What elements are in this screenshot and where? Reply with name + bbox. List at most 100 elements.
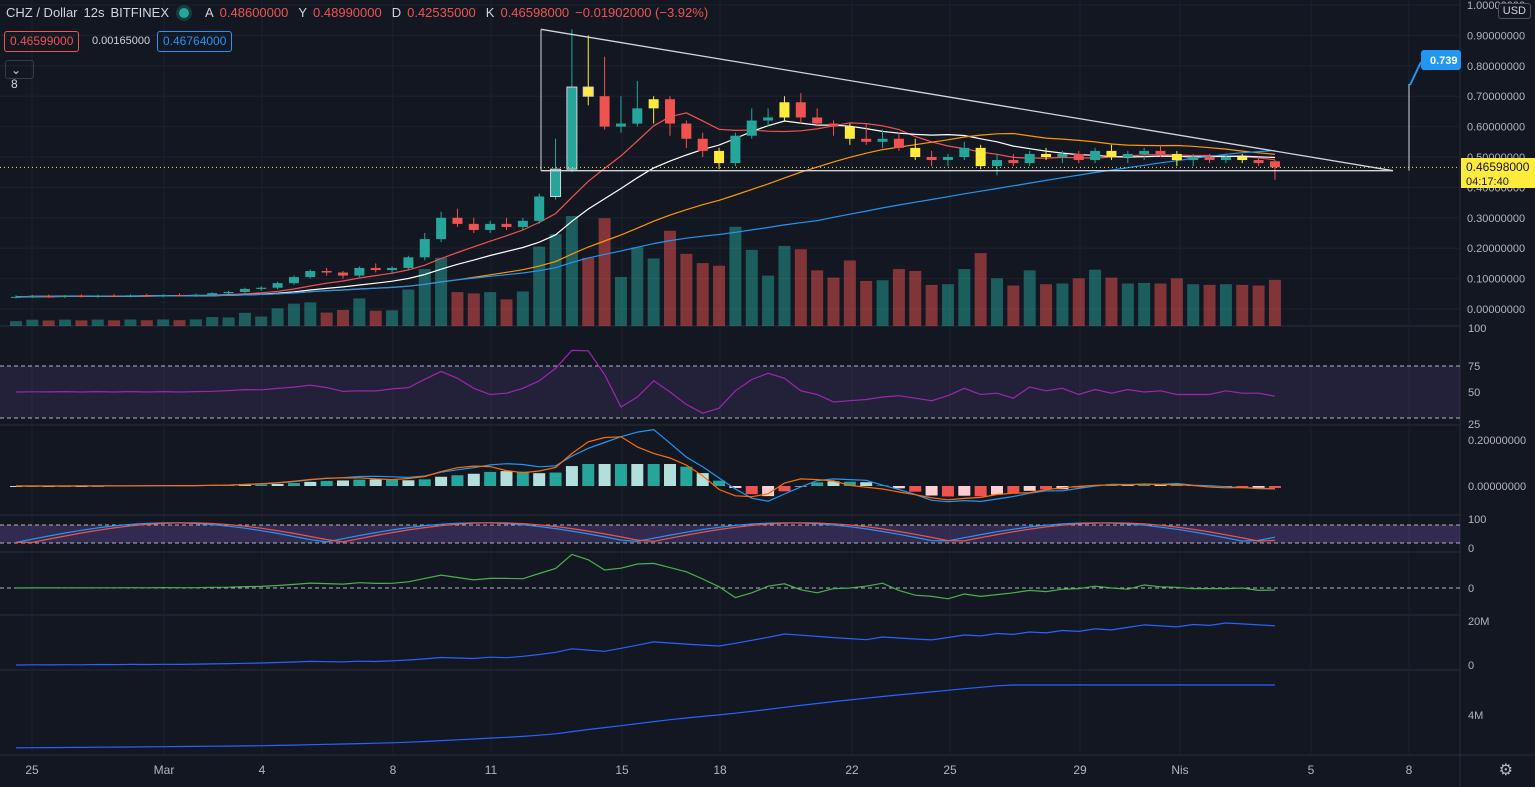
currency-button[interactable]: USD — [1497, 3, 1531, 19]
macd-histogram-bar — [598, 464, 611, 486]
open-value: 0.48600000 — [219, 5, 289, 20]
macd-histogram-bar — [1007, 486, 1020, 494]
macd-histogram-bar — [1252, 486, 1265, 488]
rsi-tick-label: 25 — [1468, 419, 1480, 431]
candle-body — [632, 108, 643, 124]
market-status-icon — [179, 7, 189, 18]
volume-bar — [369, 310, 382, 326]
price-tick-label: 0.00000000 — [1467, 304, 1525, 316]
candle-body — [779, 102, 790, 118]
buy-button[interactable]: 0.46764000 — [157, 31, 233, 52]
symbol-name[interactable]: CHZ / Dollar — [6, 5, 78, 20]
time-tick-label: 11 — [485, 763, 498, 777]
macd-histogram-bar — [533, 473, 546, 486]
time-tick-label: Mar — [154, 763, 175, 777]
candle-body — [354, 267, 365, 276]
macd-histogram-bar — [680, 466, 693, 486]
candle-body — [550, 168, 562, 198]
sell-button[interactable]: 0.46599000 — [4, 31, 80, 52]
change-value: −0.01902000 (−3.92%) — [575, 5, 709, 20]
candle-body — [468, 223, 479, 230]
macd-histogram-bar — [402, 480, 415, 486]
candle-body — [256, 287, 267, 289]
macd-histogram-bar — [745, 486, 758, 495]
price-tick-label: 0.30000000 — [1467, 213, 1525, 225]
macd-histogram-bar — [647, 464, 660, 486]
candle-body — [370, 267, 381, 271]
macd-histogram-bar — [418, 479, 431, 486]
high-value: 0.48990000 — [313, 5, 382, 20]
candle-body — [1171, 153, 1182, 161]
price-tick-label: 0.10000000 — [1467, 274, 1525, 286]
alert-pointer — [1409, 61, 1422, 86]
ma-line-white — [15, 120, 1276, 298]
stoch-band — [0, 525, 1460, 543]
rsi-band — [0, 366, 1460, 418]
volume-bar — [238, 312, 251, 326]
candle-body — [223, 291, 234, 294]
macd-histogram-bar — [549, 472, 562, 486]
macd-histogram-bar — [337, 480, 349, 486]
candle-body — [1220, 157, 1231, 161]
time-tick-label: 25 — [943, 763, 957, 777]
macd-histogram-bar — [353, 479, 366, 486]
candle-body — [403, 257, 414, 268]
volume-bar — [451, 292, 464, 326]
candle-body — [714, 150, 725, 164]
time-tick-label: 29 — [1073, 763, 1087, 777]
macd-histogram-bar — [467, 473, 480, 486]
volume-bar — [418, 269, 431, 326]
macd-histogram-bar — [925, 486, 938, 496]
macd-histogram-bar — [892, 486, 905, 489]
volume-bar — [827, 277, 840, 326]
macd-histogram-bar — [1268, 486, 1281, 488]
trendline-upper — [540, 28, 1394, 172]
spread-value: 0.00165000 — [92, 35, 151, 47]
volume-bar — [1203, 284, 1216, 326]
volume-tick-label: 4M — [1468, 710, 1483, 722]
volume-bar — [255, 316, 268, 326]
gear-icon[interactable]: ⚙ — [1498, 762, 1513, 779]
volume-bar — [565, 216, 578, 326]
volume-bar — [974, 253, 987, 326]
time-tick-label: 8 — [1406, 763, 1413, 777]
macd-histogram-bar — [827, 481, 840, 486]
obv-tick-label: 0 — [1468, 660, 1474, 672]
candle-body — [1106, 150, 1117, 157]
candle-body — [926, 157, 937, 161]
volume-cumulative-line — [15, 684, 1275, 749]
candle-body — [76, 295, 87, 297]
open-label: A — [205, 5, 214, 20]
volume-bar — [958, 269, 971, 326]
candle-body — [27, 296, 38, 298]
candle-body — [566, 86, 578, 170]
candle-body — [1269, 161, 1280, 168]
volume-bar — [386, 310, 399, 326]
last-price-tag — [1461, 158, 1535, 188]
volume-bar — [59, 319, 72, 326]
macd-histogram-bar — [271, 484, 284, 486]
price-tick-label: 0.20000000 — [1467, 243, 1525, 255]
close-label: K — [485, 5, 495, 20]
macd-histogram-bar — [614, 464, 627, 486]
candle-body — [746, 120, 757, 136]
indicators-toggle-button[interactable]: ⌄ 8 — [5, 60, 34, 91]
macd-histogram-bar — [565, 466, 578, 486]
macd-signal-line — [16, 436, 1276, 501]
volume-bar — [500, 299, 513, 326]
volume-bar — [1089, 269, 1102, 326]
price-tick-label: 0.60000000 — [1467, 122, 1525, 134]
price-tick-label: 0.90000000 — [1467, 30, 1525, 42]
rsi-line — [15, 349, 1276, 414]
candle-body — [861, 138, 872, 142]
macd-histogram-bar — [1023, 486, 1036, 491]
candle-body — [174, 295, 185, 297]
last-price-value: 0.46598000 — [1466, 160, 1530, 174]
macd-histogram-bar — [238, 485, 251, 486]
volume-bar — [320, 312, 333, 326]
momentum-line — [15, 553, 1276, 600]
volume-bar — [892, 269, 905, 326]
interval-label[interactable]: 12s — [83, 5, 105, 20]
candle-body — [615, 123, 626, 127]
